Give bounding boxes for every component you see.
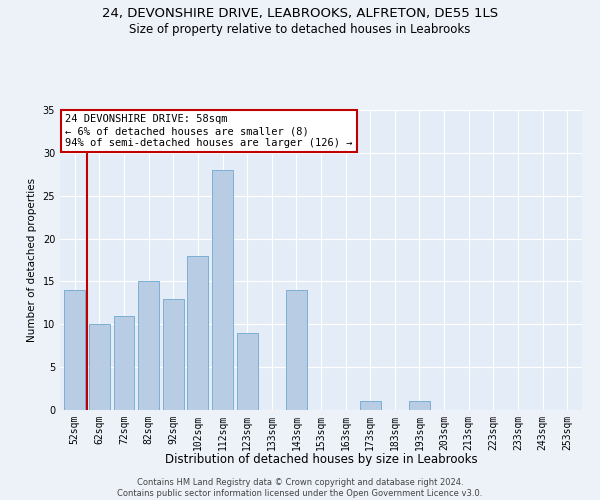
Bar [163, 298, 184, 410]
Y-axis label: Number of detached properties: Number of detached properties [27, 178, 37, 342]
Bar [360, 402, 381, 410]
Text: 24, DEVONSHIRE DRIVE, LEABROOKS, ALFRETON, DE55 1LS: 24, DEVONSHIRE DRIVE, LEABROOKS, ALFRETO… [102, 8, 498, 20]
Bar [64, 290, 85, 410]
Text: Contains HM Land Registry data © Crown copyright and database right 2024.
Contai: Contains HM Land Registry data © Crown c… [118, 478, 482, 498]
Text: 24 DEVONSHIRE DRIVE: 58sqm
← 6% of detached houses are smaller (8)
94% of semi-d: 24 DEVONSHIRE DRIVE: 58sqm ← 6% of detac… [65, 114, 353, 148]
Bar [236, 333, 257, 410]
Text: Distribution of detached houses by size in Leabrooks: Distribution of detached houses by size … [164, 452, 478, 466]
Bar [113, 316, 134, 410]
Bar [409, 402, 430, 410]
Text: Size of property relative to detached houses in Leabrooks: Size of property relative to detached ho… [130, 22, 470, 36]
Bar [138, 282, 159, 410]
Bar [286, 290, 307, 410]
Bar [187, 256, 208, 410]
Bar [212, 170, 233, 410]
Bar [89, 324, 110, 410]
